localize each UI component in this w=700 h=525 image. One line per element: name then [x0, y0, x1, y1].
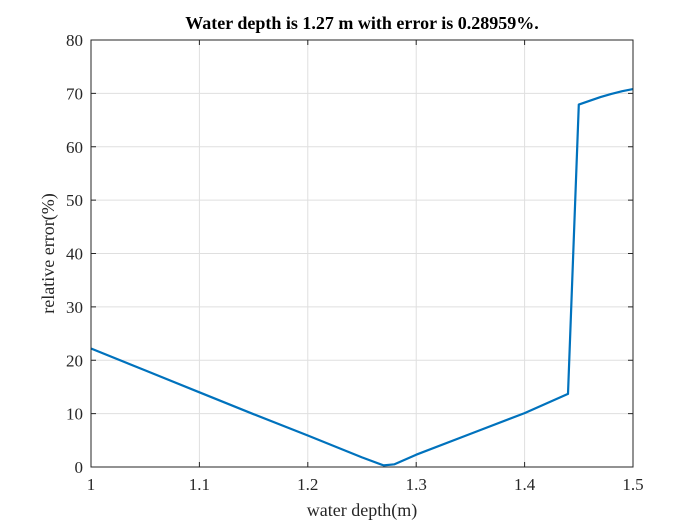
x-tick-label: 1.5	[622, 475, 643, 494]
x-tick-label: 1.4	[514, 475, 536, 494]
y-tick-labels: 0 10 20 30 40 50 60 70 80	[66, 31, 83, 477]
series-line	[90, 88, 634, 467]
y-tick-label: 50	[66, 191, 83, 210]
x-tick-label: 1	[87, 475, 96, 494]
y-tick-label: 40	[66, 245, 83, 264]
y-tick-label: 60	[66, 138, 83, 157]
x-tick-label: 1.2	[297, 475, 318, 494]
y-tick-label: 80	[66, 31, 83, 50]
y-tick-label: 30	[66, 298, 83, 317]
x-tick-label: 1.3	[406, 475, 427, 494]
chart-title: Water depth is 1.27 m with error is 0.28…	[185, 13, 539, 33]
x-axis-label: water depth(m)	[307, 500, 417, 521]
y-axis-label: relative error(%)	[38, 193, 59, 313]
x-tick-labels: 1 1.1 1.2 1.3 1.4 1.5	[87, 475, 644, 494]
y-tick-label: 0	[75, 458, 84, 477]
y-tick-label: 10	[66, 405, 83, 424]
tick-marks	[90, 39, 634, 468]
series-group	[90, 88, 634, 467]
x-tick-label: 1.1	[189, 475, 210, 494]
y-tick-label: 70	[66, 84, 83, 103]
y-tick-label: 20	[66, 351, 83, 370]
